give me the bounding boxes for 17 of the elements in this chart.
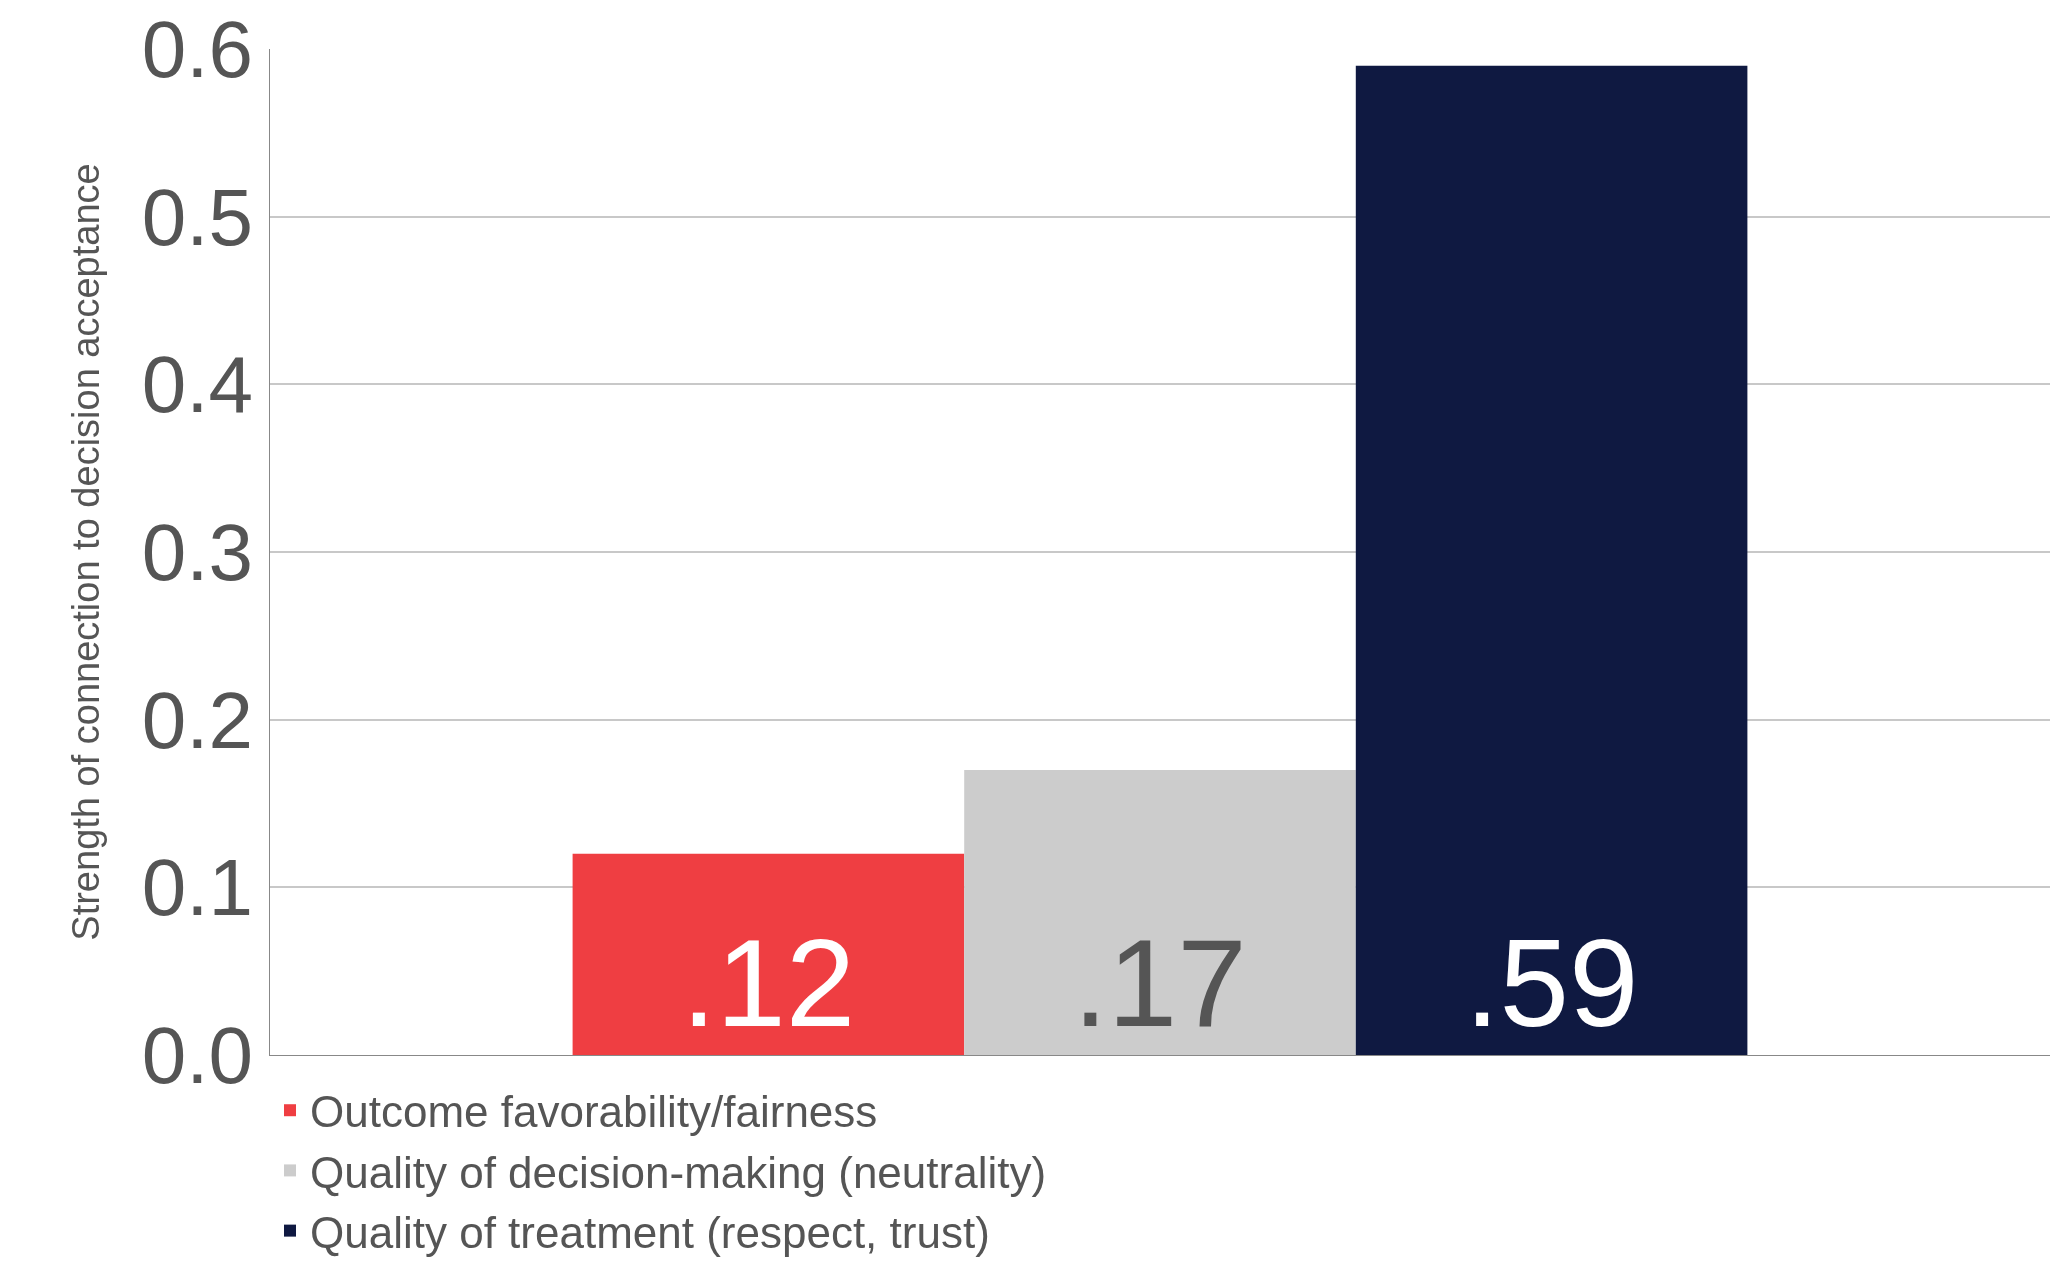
y-tick-label: 0.4	[141, 340, 253, 430]
bar	[964, 769, 1356, 1055]
y-tick-label: 0.1	[141, 843, 253, 933]
bar	[572, 853, 965, 1055]
y-axis-title: Strength of connection to decision acceptance	[64, 163, 107, 941]
data-label: .12	[681, 913, 856, 1052]
bar	[1355, 65, 1748, 1055]
legend-label: Outcome favorability/fairness	[310, 1087, 878, 1137]
y-tick-label: 0.5	[141, 172, 253, 262]
y-tick-label: 0.2	[141, 675, 253, 765]
data-label: .17	[1073, 913, 1247, 1052]
y-tick-label: 0.6	[141, 5, 253, 94]
y-tick-label: 0.3	[141, 508, 253, 597]
data-label: .59	[1464, 913, 1639, 1052]
legend-label: Quality of decision-making (neutrality)	[310, 1147, 1047, 1197]
legend-label: Quality of treatment (respect, trust)	[310, 1207, 990, 1257]
y-tick-label: 0.0	[141, 1011, 253, 1100]
